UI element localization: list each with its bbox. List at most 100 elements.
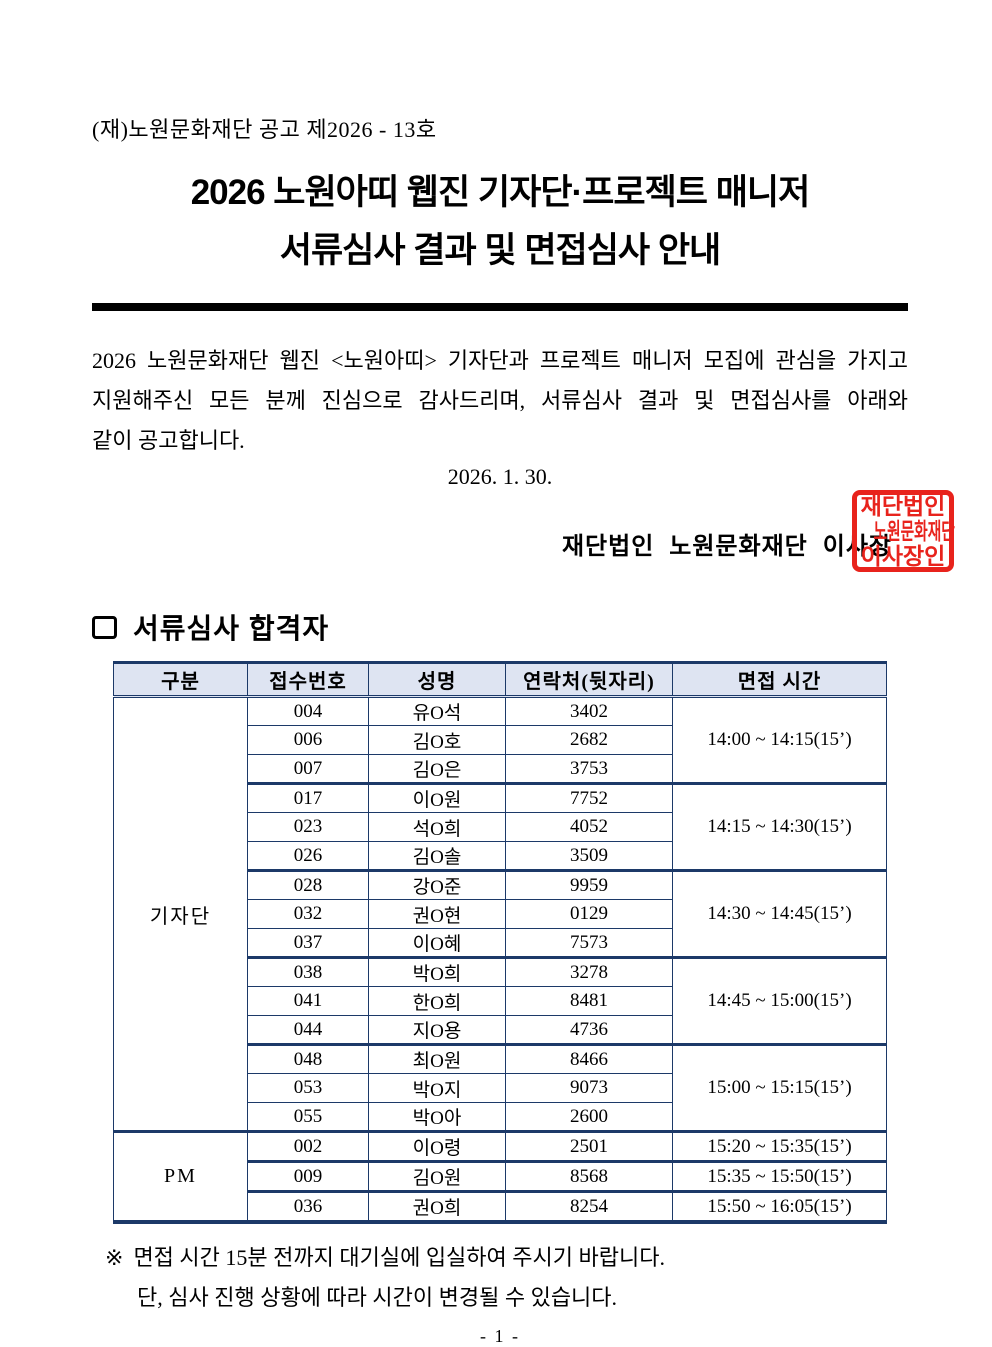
table-row: 기자단 004 유O석 3402 14:00 ~ 14:15(15’) [113, 696, 887, 1133]
name-cell: 권O희 [368, 1190, 506, 1223]
results-table-header-row: 구분 접수번호 성명 연락처(뒷자리) 면접 시간 [113, 661, 887, 699]
name-cell: 최O원 [368, 1043, 506, 1075]
note-line-2: 단, 심사 진행 상황에 따라 시간이 변경될 수 있습니다. [137, 1285, 618, 1311]
table-row: 028 강O준 9959 14:30 ~ 14:45(15’) [114, 869, 887, 959]
table-row: 053 박O지 9073 [114, 1073, 887, 1104]
name-cell: 김O솔 [368, 841, 506, 872]
phone-cell: 8481 [505, 986, 673, 1017]
signature-row: 재단법인 노원문화재단 이사장 재단법인 노원문화재단 이사장인 [92, 490, 955, 573]
table-row: 026 김O솔 3509 [114, 841, 887, 872]
table-row: 007 김O은 3753 [114, 754, 887, 785]
page-title: 2026 노원아띠 웹진 기자단·프로젝트 매니저 서류심사 결과 및 면접심사… [92, 164, 908, 280]
table-row: 041 한O희 8481 [114, 986, 887, 1017]
phone-cell: 8466 [505, 1043, 673, 1075]
table-row: 017 이O원 7752 14:15 ~ 14:30(15’) [114, 782, 887, 872]
name-cell: 김O호 [368, 725, 506, 756]
interview-time-cell: 15:00 ~ 15:15(15’) [672, 1043, 887, 1133]
interview-time-cell: 15:20 ~ 15:35(15’) [672, 1130, 887, 1163]
reg-no-cell: 055 [247, 1102, 369, 1133]
table-row: 006 김O호 2682 [114, 725, 887, 756]
page-number: - 1 - [480, 1326, 520, 1347]
stamp-line: 이사장인 [860, 542, 946, 569]
phone-cell: 3278 [505, 956, 673, 988]
name-cell: 박O지 [368, 1073, 506, 1104]
phone-cell: 7752 [505, 782, 673, 814]
note-line-1: ※ 면접 시간 15분 전까지 대기실에 입실하여 주시기 바랍니다. [105, 1238, 908, 1278]
reg-no-cell: 026 [247, 841, 369, 872]
phone-cell: 8254 [505, 1190, 673, 1223]
reg-no-cell: 038 [247, 956, 369, 988]
name-cell: 권O현 [368, 899, 506, 930]
name-cell: 유O석 [368, 696, 506, 727]
phone-cell: 2600 [505, 1102, 673, 1133]
table-row: 048 최O원 8466 15:00 ~ 15:15(15’) [114, 1043, 887, 1133]
name-cell: 이O령 [368, 1130, 506, 1163]
title-divider [92, 303, 908, 312]
body-paragraph: 2026 노원문화재단 웹진 <노원아띠> 기자단과 프로젝트 매니저 모집에 … [92, 341, 908, 461]
title-line-2: 서류심사 결과 및 면접심사 안내 [279, 231, 722, 270]
table-row: 023 석O희 4052 [114, 812, 887, 843]
phone-cell: 4736 [505, 1015, 673, 1046]
reference-mark: ※ [105, 1245, 124, 1271]
name-cell: 이O혜 [368, 928, 506, 959]
column-header: 연락처(뒷자리) [505, 661, 673, 699]
interview-time-cell: 14:15 ~ 14:30(15’) [672, 782, 887, 872]
column-header: 구분 [113, 661, 248, 699]
group-label-cell: PM [113, 1130, 248, 1223]
signer-name: 재단법인 노원문화재단 이사장 [561, 534, 892, 561]
pass-list-table: 구분 접수번호 성명 연락처(뒷자리) 면접 시간 기자단 004 유O석 3402 14:00… [113, 661, 887, 1225]
stamp-line: 노원문화재단 [873, 517, 955, 544]
reg-no-cell: 009 [247, 1160, 369, 1193]
reg-no-cell: 053 [247, 1073, 369, 1104]
name-cell: 강O준 [368, 869, 506, 901]
hollow-square-icon [92, 615, 117, 639]
table-row: 009 김O원 8568 15:35 ~ 15:50(15’) [114, 1160, 887, 1193]
body-line: 지원해주신 모든 분께 진심으로 감사드리며, 서류심사 결과 및 면접심사를 … [92, 388, 908, 414]
interview-time-cell: 15:50 ~ 16:05(15’) [672, 1190, 887, 1223]
table-row: 037 이O혜 7573 [114, 928, 887, 959]
group-label-cell: 기자단 [113, 696, 248, 1133]
name-cell: 김O원 [368, 1160, 506, 1193]
phone-cell: 9959 [505, 869, 673, 901]
reg-no-cell: 037 [247, 928, 369, 959]
column-header: 성명 [368, 661, 506, 699]
interview-time-cell: 15:35 ~ 15:50(15’) [672, 1160, 887, 1193]
phone-cell: 7573 [505, 928, 673, 959]
phone-cell: 0129 [505, 899, 673, 930]
reg-no-cell: 044 [247, 1015, 369, 1046]
table-row: PM 002 이O령 2501 15:20 ~ 15:35(15’) [113, 1130, 887, 1223]
phone-cell: 3753 [505, 754, 673, 785]
reg-no-cell: 006 [247, 725, 369, 756]
announcement-date: 2026. 1. 30. [447, 464, 553, 490]
column-header: 면접 시간 [672, 661, 887, 699]
body-line: 같이 공고합니다. [92, 428, 245, 454]
phone-cell: 3509 [505, 841, 673, 872]
reg-no-cell: 017 [247, 782, 369, 814]
reg-no-cell: 048 [247, 1043, 369, 1075]
name-cell: 석O희 [368, 812, 506, 843]
section-title: 서류심사 합격자 [133, 613, 330, 645]
reg-no-cell: 002 [247, 1130, 369, 1163]
reg-no-cell: 007 [247, 754, 369, 785]
body-line: 2026 노원문화재단 웹진 <노원아띠> 기자단과 프로젝트 매니저 모집에 … [92, 348, 908, 374]
reg-no-cell: 032 [247, 899, 369, 930]
interview-time-cell: 14:00 ~ 14:15(15’) [672, 696, 887, 785]
reg-no-cell: 028 [247, 869, 369, 901]
interview-time-cell: 14:45 ~ 15:00(15’) [672, 956, 887, 1046]
table-row: 038 박O희 3278 14:45 ~ 15:00(15’) [114, 956, 887, 1046]
name-cell: 한O희 [368, 986, 506, 1017]
interview-time-cell: 14:30 ~ 14:45(15’) [672, 869, 887, 959]
phone-cell: 9073 [505, 1073, 673, 1104]
phone-cell: 2501 [505, 1130, 673, 1163]
section-heading: 서류심사 합격자 [92, 607, 908, 647]
note-text: 면접 시간 15분 전까지 대기실에 입실하여 주시기 바랍니다. [133, 1245, 665, 1271]
doc-number: (재)노원문화재단 공고 제2026 - 13호 [92, 117, 437, 142]
table-row: 055 박O아 2600 [114, 1102, 887, 1133]
name-cell: 이O원 [368, 782, 506, 814]
column-header: 접수번호 [247, 661, 369, 699]
name-cell: 지O용 [368, 1015, 506, 1046]
reg-no-cell: 004 [247, 696, 369, 727]
reg-no-cell: 023 [247, 812, 369, 843]
reg-no-cell: 036 [247, 1190, 369, 1223]
